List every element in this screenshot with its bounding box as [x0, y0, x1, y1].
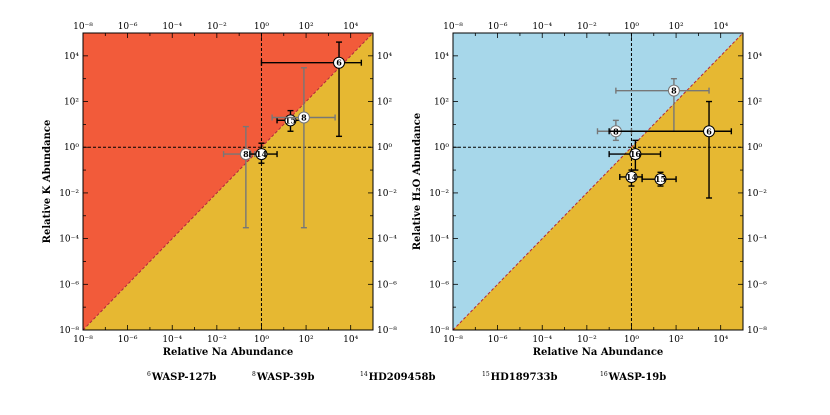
y-tick-label-left: 10⁰ [434, 143, 449, 153]
y-tick-label-left: 10⁻⁶ [429, 280, 449, 290]
y-tick-label-right: 10⁻⁶ [377, 280, 397, 290]
x-tick-label-top: 10² [669, 22, 684, 32]
data-label: 8 [671, 86, 677, 96]
x-tick-label-bottom: 10⁻⁸ [443, 335, 463, 345]
y-tick-label-right: 10⁻⁸ [747, 326, 767, 336]
x-tick-label-top: 10⁻⁴ [162, 22, 182, 32]
y-tick-label-left: 10⁻⁶ [59, 280, 79, 290]
x-tick-label-bottom: 10⁰ [254, 335, 269, 345]
diagonal-line [452, 32, 744, 331]
x-tick-label-bottom: 10² [669, 335, 684, 345]
y-tick-label-left: 10⁴ [64, 52, 79, 62]
data-point-14: 14 [619, 169, 643, 187]
x-tick-label-bottom: 10⁰ [624, 335, 639, 345]
y-tick-label-right: 10⁻⁴ [377, 235, 397, 245]
diagonal-line [82, 32, 374, 331]
y-tick-label-right: 10² [747, 98, 762, 108]
legend-item-hd209458b: 14HD209458b [360, 371, 436, 383]
y-tick-label-right: 10² [377, 98, 392, 108]
y-tick-label-left: 10⁻⁴ [59, 235, 79, 245]
legend-item-wasp-39b: 8WASP-39b [252, 371, 315, 383]
x-tick-label-bottom: 10⁻⁴ [532, 335, 552, 345]
x-tick-label-top: 10⁻⁴ [532, 22, 552, 32]
legend: 6WASP-127b 8WASP-39b 14HD209458b 15HD189… [0, 371, 830, 391]
y-tick-label-left: 10⁻⁸ [429, 326, 449, 336]
data-label: 16 [630, 149, 642, 159]
data-label: 8 [301, 113, 307, 123]
y-tick-label-right: 10⁰ [747, 143, 762, 153]
x-tick-label-bottom: 10⁻⁸ [73, 335, 93, 345]
y-tick-label-right: 10⁻² [747, 189, 767, 199]
plot-frame [452, 32, 744, 331]
legend-item-wasp-19b: 16WASP-19b [600, 371, 667, 383]
y-tick-label-left: 10⁻² [429, 189, 449, 199]
x-tick-label-bottom: 10⁻⁴ [162, 335, 182, 345]
y-tick-label-left: 10⁻⁸ [59, 326, 79, 336]
y-tick-label-right: 10⁻⁸ [377, 326, 397, 336]
data-point-15: 15 [641, 171, 677, 187]
x-axis-label: Relative Na Abundance [163, 347, 294, 358]
data-label: 15 [285, 115, 296, 125]
x-tick-label-bottom: 10⁻² [577, 335, 597, 345]
right-chart: 10⁻⁸10⁻⁸10⁻⁶10⁻⁶10⁻⁴10⁻⁴10⁻²10⁻²10⁰10⁰10… [412, 22, 767, 358]
x-tick-label-top: 10⁰ [254, 22, 269, 32]
data-point-8: 8 [615, 77, 710, 132]
data-label: 6 [706, 126, 712, 136]
left-chart: 10⁻⁸10⁻⁸10⁻⁶10⁻⁶10⁻⁴10⁻⁴10⁻²10⁻²10⁰10⁰10… [42, 22, 397, 358]
x-tick-label-top: 10⁴ [713, 22, 728, 32]
y-tick-label-left: 10² [434, 98, 449, 108]
x-tick-label-bottom: 10² [299, 335, 314, 345]
y-tick-label-left: 10⁻⁴ [429, 235, 449, 245]
x-tick-label-top: 10² [299, 22, 314, 32]
y-tick-label-right: 10⁴ [747, 52, 762, 62]
y-axis-label: Relative H₂O Abundance [412, 113, 423, 251]
x-tick-label-bottom: 10⁻⁶ [488, 335, 508, 345]
data-point-14: 14 [249, 142, 278, 164]
x-tick-label-top: 10⁻⁶ [488, 22, 508, 32]
y-tick-label-right: 10⁴ [377, 52, 392, 62]
legend-item-hd189733b: 15HD189733b [482, 371, 558, 383]
data-point-6: 6 [260, 41, 363, 138]
y-tick-label-right: 10⁻⁶ [747, 280, 767, 290]
data-marker [654, 173, 667, 186]
data-label: 14 [626, 172, 638, 182]
data-label: 14 [256, 149, 268, 159]
data-label: 6 [336, 58, 342, 68]
data-marker [333, 56, 346, 69]
x-tick-label-top: 10⁴ [343, 22, 358, 32]
y-tick-label-left: 10² [64, 98, 79, 108]
y-tick-label-left: 10⁴ [434, 52, 449, 62]
legend-item-wasp-127b: 6WASP-127b [147, 371, 217, 383]
y-tick-label-right: 10⁰ [377, 143, 392, 153]
data-point-6: 6 [608, 100, 733, 199]
x-tick-label-bottom: 10⁴ [343, 335, 358, 345]
y-axis-label: Relative K Abundance [42, 120, 53, 244]
x-tick-label-top: 10⁻⁸ [443, 22, 463, 32]
data-marker [255, 148, 268, 161]
y-tick-label-left: 10⁻² [59, 189, 79, 199]
data-marker [629, 148, 642, 161]
data-label: 8 [243, 149, 249, 159]
data-marker [703, 125, 716, 138]
y-tick-label-right: 10⁻² [377, 189, 397, 199]
x-tick-label-top: 10⁻² [207, 22, 227, 32]
x-tick-label-top: 10⁻² [577, 22, 597, 32]
x-tick-label-top: 10⁰ [624, 22, 639, 32]
plot-frame [82, 32, 374, 331]
x-tick-label-bottom: 10⁴ [713, 335, 728, 345]
data-marker [297, 111, 310, 124]
x-tick-label-bottom: 10⁻² [207, 335, 227, 345]
y-tick-label-right: 10⁻⁴ [747, 235, 767, 245]
data-label: 15 [655, 174, 666, 184]
x-tick-label-top: 10⁻⁸ [73, 22, 93, 32]
data-marker [667, 84, 680, 97]
y-tick-label-left: 10⁰ [64, 143, 79, 153]
x-tick-label-top: 10⁻⁶ [118, 22, 138, 32]
data-marker [625, 170, 638, 183]
x-axis-label: Relative Na Abundance [533, 347, 664, 358]
x-tick-label-bottom: 10⁻⁶ [118, 335, 138, 345]
data-point-16: 16 [608, 139, 662, 171]
data-point-8: 8 [271, 67, 336, 229]
